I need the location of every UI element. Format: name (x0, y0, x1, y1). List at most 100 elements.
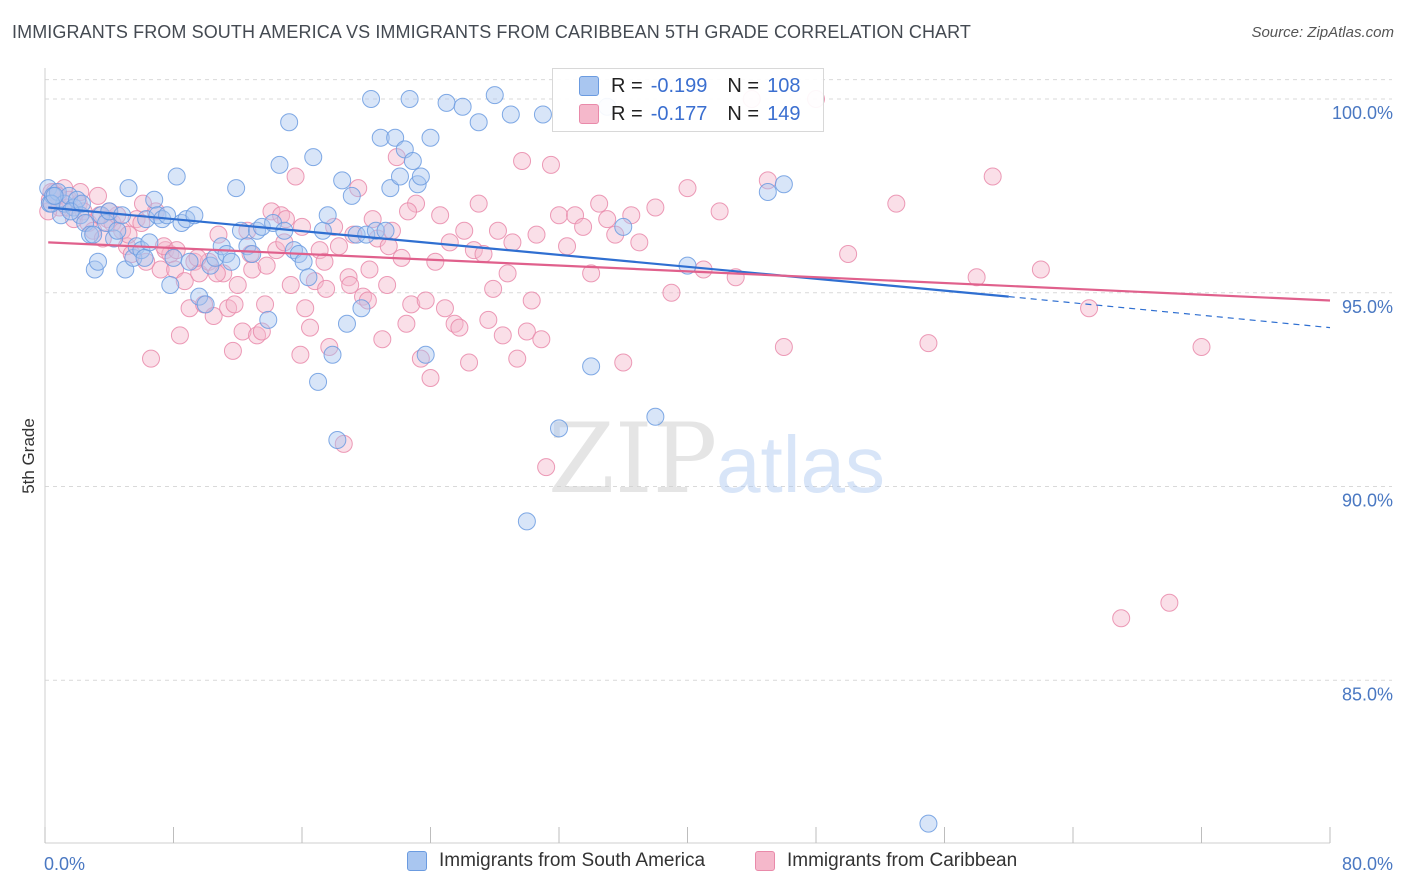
caribbean-point (919, 334, 938, 353)
correlation-legend: R = -0.199 N = 108 R = -0.177 N = 149 (552, 68, 824, 132)
caribbean-point (170, 326, 189, 345)
caribbean-point (426, 252, 445, 271)
caribbean-point (598, 210, 617, 229)
south-america-point (227, 179, 246, 198)
caribbean-point (379, 237, 398, 256)
south-america-point (400, 90, 419, 108)
south-america-point (386, 128, 405, 147)
caribbean-point (399, 202, 418, 221)
south-america-point (108, 221, 127, 240)
caribbean-point (646, 198, 665, 217)
y-tick-label: 85.0% (1342, 684, 1393, 704)
caribbean-point (133, 194, 152, 213)
south-america-point (161, 276, 180, 294)
caribbean-point (517, 322, 536, 341)
south-america-point (167, 167, 186, 186)
south-america-point (135, 248, 154, 267)
caribbean-point (1160, 593, 1179, 612)
legend-row-south-america: R = -0.199 N = 108 (579, 73, 800, 99)
south-america-point (119, 179, 138, 198)
south-america-point (517, 512, 536, 531)
grid-lines (45, 79, 1392, 681)
caribbean-point (590, 194, 609, 213)
south-america-point (758, 183, 777, 201)
caribbean-point (574, 217, 593, 236)
caribbean-point (1112, 609, 1131, 628)
trend-line-south-america-extension (1008, 296, 1331, 329)
caribbean-point (341, 276, 360, 294)
caribbean-point (440, 233, 459, 252)
south-america-point (328, 431, 347, 449)
south-america-point (309, 372, 328, 391)
south-america-point (550, 419, 568, 438)
caribbean-point (484, 279, 503, 298)
south-america-point (366, 221, 385, 240)
caribbean-point (397, 314, 416, 333)
caribbean-point (325, 217, 344, 236)
watermark-zip: ZIP (548, 403, 717, 515)
caribbean-point (1031, 260, 1050, 279)
trend-line-caribbean (48, 241, 1331, 302)
series-legend: Immigrants from South America Immigrants… (0, 850, 1406, 880)
south-america-point (371, 128, 390, 147)
caribbean-point (435, 299, 454, 318)
caribbean-point (225, 295, 244, 314)
caribbean-point (582, 264, 601, 283)
y-tick-label: 100.0% (1332, 103, 1393, 123)
south-america-point (919, 814, 938, 833)
caribbean-point (550, 206, 568, 225)
south-america-point (323, 345, 342, 364)
chart-source: Source: ZipAtlas.com (1251, 24, 1394, 41)
caribbean-point (373, 330, 392, 349)
caribbean-point (363, 210, 382, 229)
south-america-point (243, 245, 262, 263)
caribbean-point (887, 194, 906, 213)
y-tick-label: 90.0% (1342, 491, 1393, 511)
south-america-point (646, 407, 665, 426)
caribbean-point (431, 206, 450, 225)
south-america-point (357, 225, 376, 244)
caribbean-point (774, 338, 793, 356)
south-america-point (196, 295, 215, 314)
caribbean-point (228, 276, 247, 294)
south-america-point (180, 252, 199, 271)
caribbean-point (558, 237, 577, 256)
south-america-point (84, 225, 103, 244)
caribbean-point (416, 291, 435, 310)
caribbean-point (360, 260, 379, 279)
south-america-point (376, 221, 395, 240)
caribbean-point (527, 225, 546, 244)
caribbean-point (378, 276, 397, 294)
x-tick-label: 0.0% (44, 854, 85, 874)
series-south-america-points (39, 86, 938, 833)
caribbean-point (455, 221, 474, 240)
caribbean-point (233, 322, 252, 341)
legend-row-caribbean: R = -0.177 N = 149 (579, 101, 800, 127)
legend-r-value: -0.177 (650, 102, 708, 125)
south-america-point (381, 179, 400, 198)
south-america-point (89, 252, 108, 271)
caribbean-point (256, 295, 275, 314)
south-america-point (390, 167, 409, 186)
legend-item-south-america[interactable]: Immigrants from South America (407, 850, 705, 872)
caribbean-point (678, 179, 697, 198)
legend-swatch-blue (407, 851, 427, 871)
caribbean-point (151, 260, 170, 279)
caribbean-point (252, 322, 271, 341)
caribbean-point (223, 341, 242, 360)
south-america-point (333, 171, 352, 190)
caribbean-point (402, 295, 421, 314)
caribbean-point (460, 353, 479, 372)
legend-label: Immigrants from South America (439, 850, 706, 871)
caribbean-point (317, 279, 336, 298)
south-america-point (270, 155, 289, 174)
legend-n-value: 108 (767, 74, 801, 97)
legend-item-caribbean[interactable]: Immigrants from Caribbean (755, 850, 1017, 872)
caribbean-point (262, 202, 281, 221)
south-america-point (72, 194, 91, 213)
legend-label: Immigrants from Caribbean (787, 850, 1018, 871)
caribbean-point (522, 291, 541, 310)
caribbean-point (339, 268, 358, 287)
legend-r-label: R = (611, 74, 643, 97)
caribbean-point (281, 276, 300, 294)
